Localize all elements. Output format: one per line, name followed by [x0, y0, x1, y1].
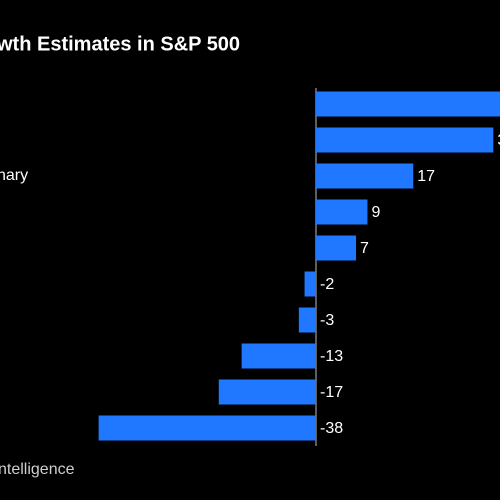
value-label: -38	[320, 420, 343, 437]
bar	[98, 415, 316, 441]
source: ntelligence	[0, 461, 75, 478]
value-label: 9	[371, 204, 380, 221]
value-label: 31	[497, 132, 500, 149]
value-label: -13	[320, 348, 343, 365]
bar	[316, 163, 414, 189]
bar	[304, 271, 316, 297]
bar	[241, 343, 316, 369]
value-label: -2	[320, 276, 334, 293]
bar	[316, 199, 368, 225]
bar	[316, 235, 357, 261]
bar	[298, 307, 316, 333]
category-label: nary	[0, 167, 28, 184]
bar	[316, 127, 494, 153]
value-label: 17	[417, 168, 435, 185]
chart-title: wth Estimates in S&P 500	[0, 33, 240, 55]
value-label: -3	[320, 312, 334, 329]
bar	[218, 379, 316, 405]
value-label: -17	[320, 384, 343, 401]
bar	[316, 91, 500, 117]
value-label: 7	[360, 240, 369, 257]
